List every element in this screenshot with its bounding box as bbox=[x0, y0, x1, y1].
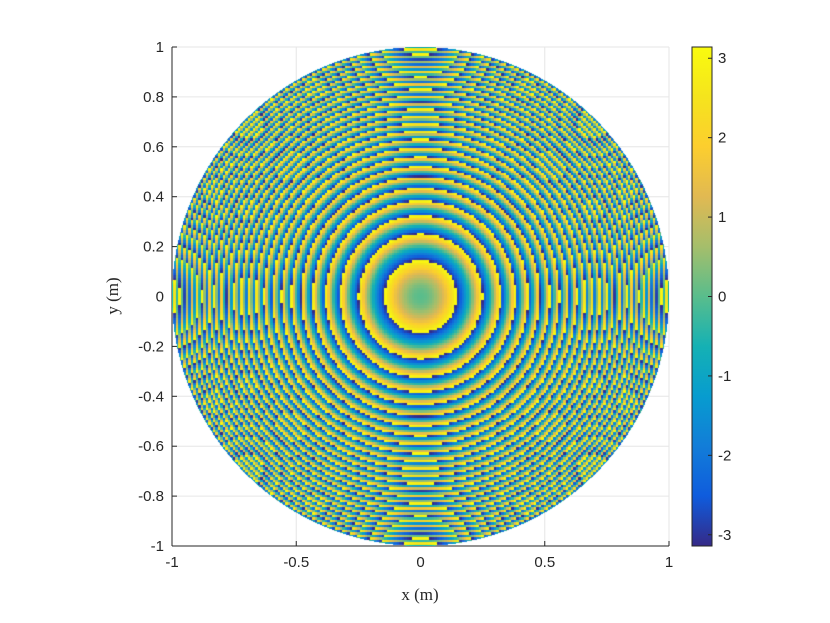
y-tick-label: -0.8 bbox=[138, 488, 164, 505]
y-tick-label: -0.2 bbox=[138, 338, 164, 355]
x-tick-label: 0.5 bbox=[534, 554, 555, 571]
y-tick-label: -0.4 bbox=[138, 388, 164, 405]
y-tick-label: 1 bbox=[156, 39, 164, 56]
y-axis-ticks: 1 0.8 0.6 0.4 0.2 0 -0.2 -0.4 -0.6 -0.8 -1 bbox=[138, 39, 177, 555]
y-tick-label: -1 bbox=[151, 538, 164, 555]
phase-heatmap bbox=[172, 47, 669, 546]
x-axis-label: x (m) bbox=[401, 585, 438, 604]
x-tick-label: 0 bbox=[416, 554, 424, 571]
y-tick-label: 0.8 bbox=[143, 89, 164, 106]
x-tick-label: -1 bbox=[165, 554, 178, 571]
colorbar: 3 2 1 0 -1 -2 -3 bbox=[691, 46, 731, 547]
colorbar-tick-label: -2 bbox=[718, 447, 731, 464]
x-axis-ticks: -1 -0.5 0 0.5 1 bbox=[165, 541, 673, 571]
y-tick-label: -0.6 bbox=[138, 438, 164, 455]
y-tick-label: 0.6 bbox=[143, 139, 164, 156]
colorbar-tick-label: -1 bbox=[718, 368, 731, 385]
y-axis-label: y (m) bbox=[103, 277, 122, 314]
colorbar-tick-label: -3 bbox=[718, 527, 731, 544]
x-tick-label: -0.5 bbox=[283, 554, 309, 571]
colorbar-tick-label: 3 bbox=[718, 50, 726, 67]
y-tick-label: 0 bbox=[156, 289, 164, 306]
colorbar-tick-label: 0 bbox=[718, 289, 726, 306]
x-tick-label: 1 bbox=[665, 554, 673, 571]
y-tick-label: 0.2 bbox=[143, 239, 164, 256]
y-tick-label: 0.4 bbox=[143, 189, 164, 206]
colorbar-tick-label: 1 bbox=[718, 209, 726, 226]
phase-heatmap-image bbox=[172, 47, 669, 546]
colorbar-tick-label: 2 bbox=[718, 130, 726, 147]
